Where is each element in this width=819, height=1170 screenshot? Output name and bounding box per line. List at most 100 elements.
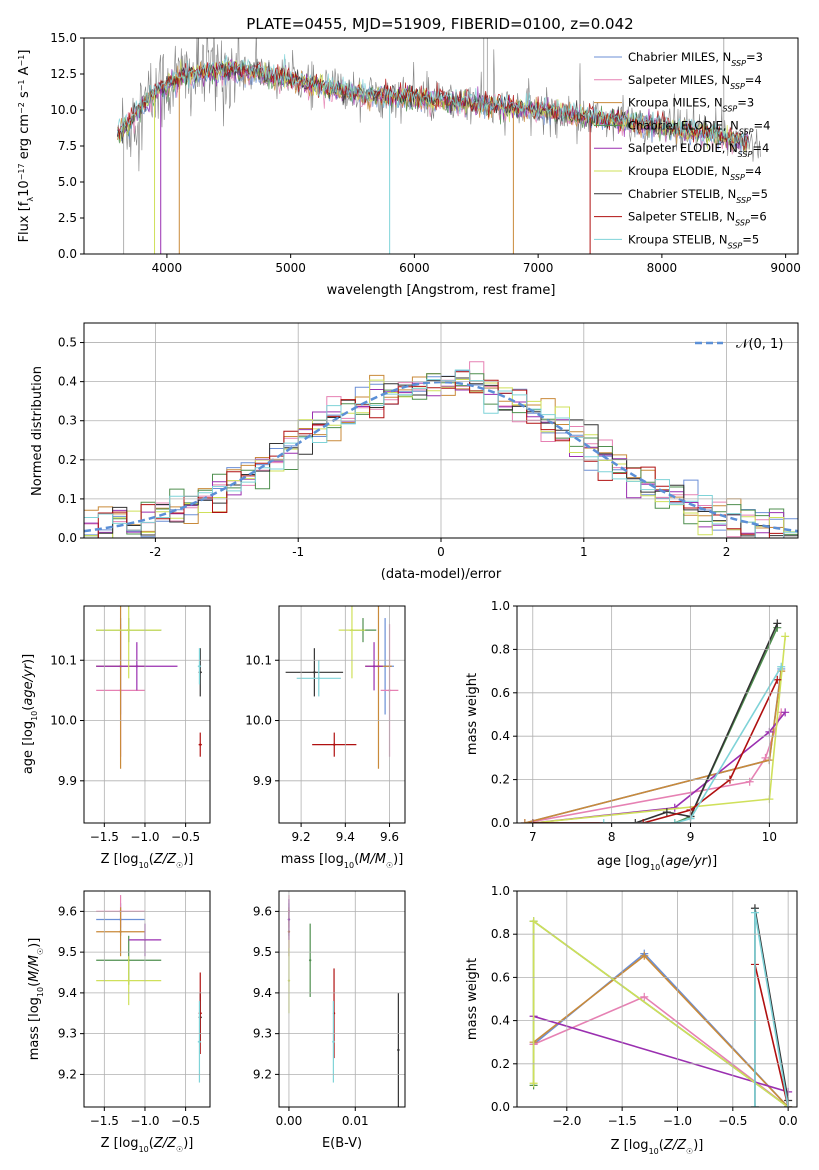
spectrum-ylabel-part: −1 [17,79,26,91]
data-point [119,930,122,933]
weight-vs-age-xlabel-part: age/yr [665,854,708,869]
weight-vs-age-ytick-label: 0.2 [491,773,510,787]
mass-vs-ebv-ytick-label: 9.3 [253,1027,272,1041]
weight-vs-Z-xlabel: Z [log10(Z/Z☉)] [611,1138,704,1156]
age-vs-mass-xlabel-part: )] [393,852,403,867]
mass-vs-ebv-xlabel: E(B-V) [322,1136,362,1151]
panels: 4000 5000 6000 7000 8000 90000.02.55.07.510.0… [17,31,801,1156]
mass-vs-Z-ytick-label: 9.3 [58,1027,77,1041]
weight-vs-Z-ytick-label: 0.8 [491,927,510,941]
weight-vs-Z-ytick-label: 1.0 [491,884,510,898]
weight-vs-age-xlabel-part: )] [707,854,717,869]
weight-vs-Z-ylabel: mass weight [465,958,480,1040]
age-vs-Z-ylabel-part: ( [21,706,36,711]
mass-vs-Z-ylabel-part: )] [27,938,42,948]
weight-vs-age-xtick-label: 10 [762,830,777,844]
residuals-xtick-label: -2 [149,545,161,559]
mass-vs-ebv-frame [278,890,406,1108]
mass-vs-Z-ytick-label: 9.6 [58,904,77,918]
plus-marker [520,819,529,823]
spectrum-ylabel-part: s [17,91,32,102]
legend-entry: Chabrier STELIB, NSSP=5 [628,187,768,205]
mass-vs-Z-xlabel: Z [log10(Z/Z☉)] [101,1136,194,1154]
legend-entry: Kroupa STELIB, NSSP=5 [628,232,759,250]
weight-vs-age-xlabel: age [log10(age/yr)] [597,854,717,872]
weight-vs-age-ytick-label: 0.4 [491,729,510,743]
weight-vs-Z-xlabel-part: )] [693,1138,703,1153]
legend-entry-part: =6 [750,210,767,224]
weight-vs-Z-xlabel-part: Z [log [611,1138,649,1153]
model-spectrum-line [117,54,749,151]
residuals-frame [83,322,799,539]
residuals-xtick-label: 1 [580,545,588,559]
mass-vs-Z-xtick-label: −1.5 [90,1114,119,1128]
weight-vs-age-ytick-label: 1.0 [491,599,510,613]
spectrum-ylabel-part: erg cm [17,114,32,163]
mass-vs-Z-xlabel-part: ☉ [176,1145,183,1154]
plus-marker [750,908,759,917]
age-vs-mass-ytick-label: 9.9 [253,774,272,788]
residuals-xlabel: (data-model)/error [381,567,502,582]
legend-entry-part: Salpeter MILES, N [628,73,730,87]
spectrum-ytick-label: 15.0 [50,31,77,45]
legend-entry-part: SSP [728,241,743,250]
mass-vs-Z-ylabel: mass [log10(M/M☉)] [27,938,45,1061]
age-vs-Z-plot-area [96,606,202,769]
weight-vs-age-xlabel-part: age [log [597,854,650,869]
weight-vs-age-xlabel-part: ( [660,854,665,869]
mass-vs-Z-xlabel-part: ( [149,1136,154,1151]
age-vs-mass-xlabel-part: ( [354,852,359,867]
legend-entry-part: =5 [742,232,759,246]
legend-entry-part: =4 [745,164,762,178]
data-point [372,665,376,668]
legend-entry-part: Salpeter STELIB, N [628,210,735,224]
plus-marker [631,819,640,823]
weight-vs-Z: −2.0 −1.5 −1.0 −0.5 0.0 0.0 0.2 0.4 0.6 0.8 1.0 Z [… [465,884,798,1156]
mass-vs-Z-ylabel-part: mass [log [27,997,42,1060]
data-point [198,665,201,668]
age-vs-mass-ytick-label: 10.1 [245,653,272,667]
weight-vs-age-frame [516,605,798,824]
residuals-xtick-label: -1 [292,545,304,559]
weight-vs-age-xtick-label: 9 [687,830,695,844]
legend-entry: Salpeter STELIB, NSSP=6 [628,210,767,228]
plus-marker [599,819,608,823]
data-point [199,743,202,746]
weight-vs-Z-frame [516,890,798,1108]
residuals: -2 -1 0 1 2 0.0 0.1 0.2 0.3 0.4 0.5 (data-model)/er… [30,322,799,582]
mass-vs-Z-xlabel-part: Z/Z [153,1136,177,1151]
age-vs-Z-ylabel: age [log10(age/yr)] [21,654,39,774]
age-vs-Z-ytick-label: 10.0 [50,714,77,728]
mass-vs-ebv-ytick-label: 9.2 [253,1067,272,1081]
residuals-ytick-label: 0.1 [58,492,77,506]
age-vs-mass-xtick-label: 9.6 [380,830,399,844]
legend-entry: Salpeter ELODIE, NSSP=4 [628,141,769,159]
data-point [135,665,139,668]
residuals-ytick-label: 0.2 [58,453,77,467]
residuals-ytick-label: 0.0 [58,531,77,545]
weight-vs-age-ytick-label: 0.6 [491,686,510,700]
weight-vs-Z-xlabel-part: 10 [649,1147,659,1156]
age-vs-Z: −1.5 −1.0 −0.59.910.010.1Z [log10(Z/Z☉)]ag… [21,605,211,870]
age-vs-mass-xlabel-part: 10 [344,861,354,870]
plus-marker [529,917,538,926]
legend-entry-part: =3 [737,96,754,110]
spectrum-xtick-label: 6000 [399,261,430,275]
mass-vs-ebv-xtick-label: 0.01 [342,1114,369,1128]
weight-vs-Z-xlabel-part: ( [659,1138,664,1153]
data-point [127,979,130,982]
data-point [350,628,354,632]
legend-entry-part: Chabrier ELODIE, N [628,118,739,132]
legend-entry-part: Chabrier STELIB, N [628,187,736,201]
plus-marker [670,819,679,823]
age-vs-Z-xlabel-part: ( [149,852,154,867]
residuals-ytick-label: 0.5 [58,336,77,350]
spectrum-ylabel-part: ] [17,50,32,55]
weight-vs-age-xlabel-part: 10 [650,863,660,872]
mass-vs-ebv: 0.00 0.01 9.2 9.3 9.4 9.5 9.6 E(B-V) [253,890,406,1151]
data-point [198,1040,201,1043]
mass-vs-Z-ytick-label: 9.4 [58,986,77,1000]
weight-vs-age-ytick-label: 0.0 [491,816,510,830]
age-vs-mass: 9.2 9.4 9.6 9.9 10.0 10.1 mass [log10(M/M☉)] [245,605,406,870]
